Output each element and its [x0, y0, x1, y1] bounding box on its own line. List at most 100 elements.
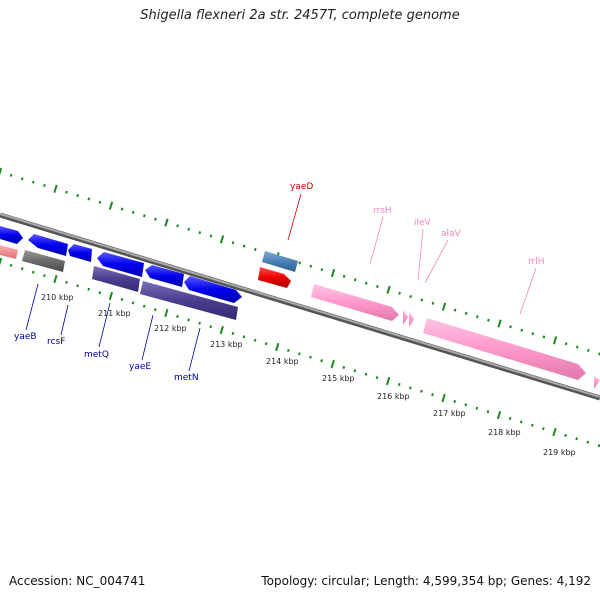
minor-tick [87, 197, 91, 201]
minor-tick [187, 227, 191, 231]
minor-tick [475, 315, 479, 319]
minor-tick [542, 335, 546, 339]
minor-tick [98, 291, 102, 295]
scale-labels: 210 kbp 211 kbp 212 kbp 213 kbp 214 kbp … [41, 293, 576, 457]
minor-tick [431, 301, 435, 305]
minor-tick [597, 444, 600, 448]
minor-tick [76, 193, 80, 198]
scale-label: 217 kbp [433, 409, 466, 418]
minor-tick [475, 406, 479, 410]
minor-tick [198, 231, 202, 235]
gene-steelblue [262, 251, 298, 272]
major-tick [552, 427, 557, 437]
minor-tick [575, 345, 579, 349]
major-tick [164, 218, 169, 227]
accession-text: Accession: NC_004741 [9, 574, 146, 588]
minor-tick [564, 342, 568, 346]
rrna-rrsH [311, 284, 399, 321]
minor-tick [9, 263, 13, 267]
minor-tick [198, 321, 201, 325]
genome-summary-text: Topology: circular; Length: 4,599,354 bp… [261, 574, 591, 588]
inner-tick-track [0, 257, 600, 448]
minor-tick [397, 382, 401, 386]
scale-label: 210 kbp [41, 293, 74, 302]
gene-blue-arrow-5 [184, 276, 242, 303]
minor-tick [409, 294, 413, 299]
label-alaV: alaV [441, 229, 462, 239]
label-yaeE: yaeE [129, 362, 151, 372]
minor-tick [209, 234, 213, 238]
minor-tick [20, 267, 24, 271]
major-tick [0, 257, 3, 266]
minor-tick [409, 386, 412, 390]
minor-tick [209, 325, 213, 329]
map-title: Shigella flexneri 2a str. 2457T, complet… [140, 8, 460, 23]
minor-tick [31, 180, 35, 184]
label-rrsH: rrsH [373, 206, 392, 216]
major-tick [108, 201, 114, 210]
minor-tick [264, 342, 268, 346]
major-tick [496, 410, 502, 420]
rrna-rrlH [423, 318, 586, 380]
minor-tick [231, 331, 235, 336]
minor-tick [154, 217, 157, 221]
minor-tick [376, 284, 379, 289]
minor-tick [120, 207, 124, 211]
gene-blue-arrow-1 [28, 234, 68, 256]
outer-tick-track [0, 167, 600, 356]
minor-tick [487, 318, 490, 322]
trna-ileV [403, 310, 408, 325]
minor-tick [298, 261, 302, 265]
minor-tick [309, 264, 313, 268]
minor-tick [530, 423, 534, 427]
minor-tick [242, 244, 246, 248]
minor-tick [509, 325, 512, 329]
major-tick [0, 167, 3, 176]
minor-tick [375, 376, 379, 380]
gene-blue-arrow-4 [145, 265, 184, 287]
minor-tick [519, 420, 523, 424]
minor-tick [142, 214, 146, 218]
minor-tick [31, 270, 35, 274]
minor-tick [287, 348, 290, 352]
minor-tick [142, 304, 146, 308]
minor-tick [231, 241, 235, 245]
minor-tick [153, 308, 157, 312]
gene-metQ-block [92, 266, 140, 292]
minor-tick [320, 359, 323, 363]
minor-tick [253, 338, 257, 342]
label-yaeB: yaeB [14, 332, 37, 342]
trna-alaV [409, 312, 414, 327]
minor-tick [320, 268, 324, 272]
minor-tick [520, 328, 524, 332]
label-metQ: metQ [84, 350, 109, 360]
major-tick [219, 325, 224, 335]
minor-tick [398, 291, 401, 295]
gene-yaeD [258, 267, 291, 288]
major-tick [552, 336, 558, 345]
forward-strand-features [0, 226, 600, 389]
rrna-partial-right [594, 376, 600, 389]
minor-tick [575, 437, 579, 441]
minor-tick [508, 416, 512, 420]
minor-tick [342, 365, 346, 370]
major-tick [441, 302, 447, 311]
minor-tick [20, 177, 24, 181]
minor-tick [587, 348, 590, 352]
minor-tick [542, 427, 545, 431]
scale-label: 215 kbp [322, 374, 355, 383]
label-rcsF: rcsF [47, 337, 65, 347]
minor-tick [9, 173, 13, 177]
major-tick [164, 308, 169, 318]
major-tick [53, 274, 58, 284]
major-tick [53, 184, 58, 193]
minor-tick [353, 278, 357, 282]
minor-tick [453, 308, 457, 312]
major-tick [330, 268, 336, 278]
major-tick [441, 393, 446, 403]
genome-backbone [0, 212, 600, 401]
minor-tick [187, 318, 190, 322]
label-metN: metN [174, 373, 199, 383]
gene-labels: yaeD rrsH ileV alaV rrlH yaeB rcsF metQ … [14, 182, 545, 383]
minor-tick [453, 399, 457, 404]
